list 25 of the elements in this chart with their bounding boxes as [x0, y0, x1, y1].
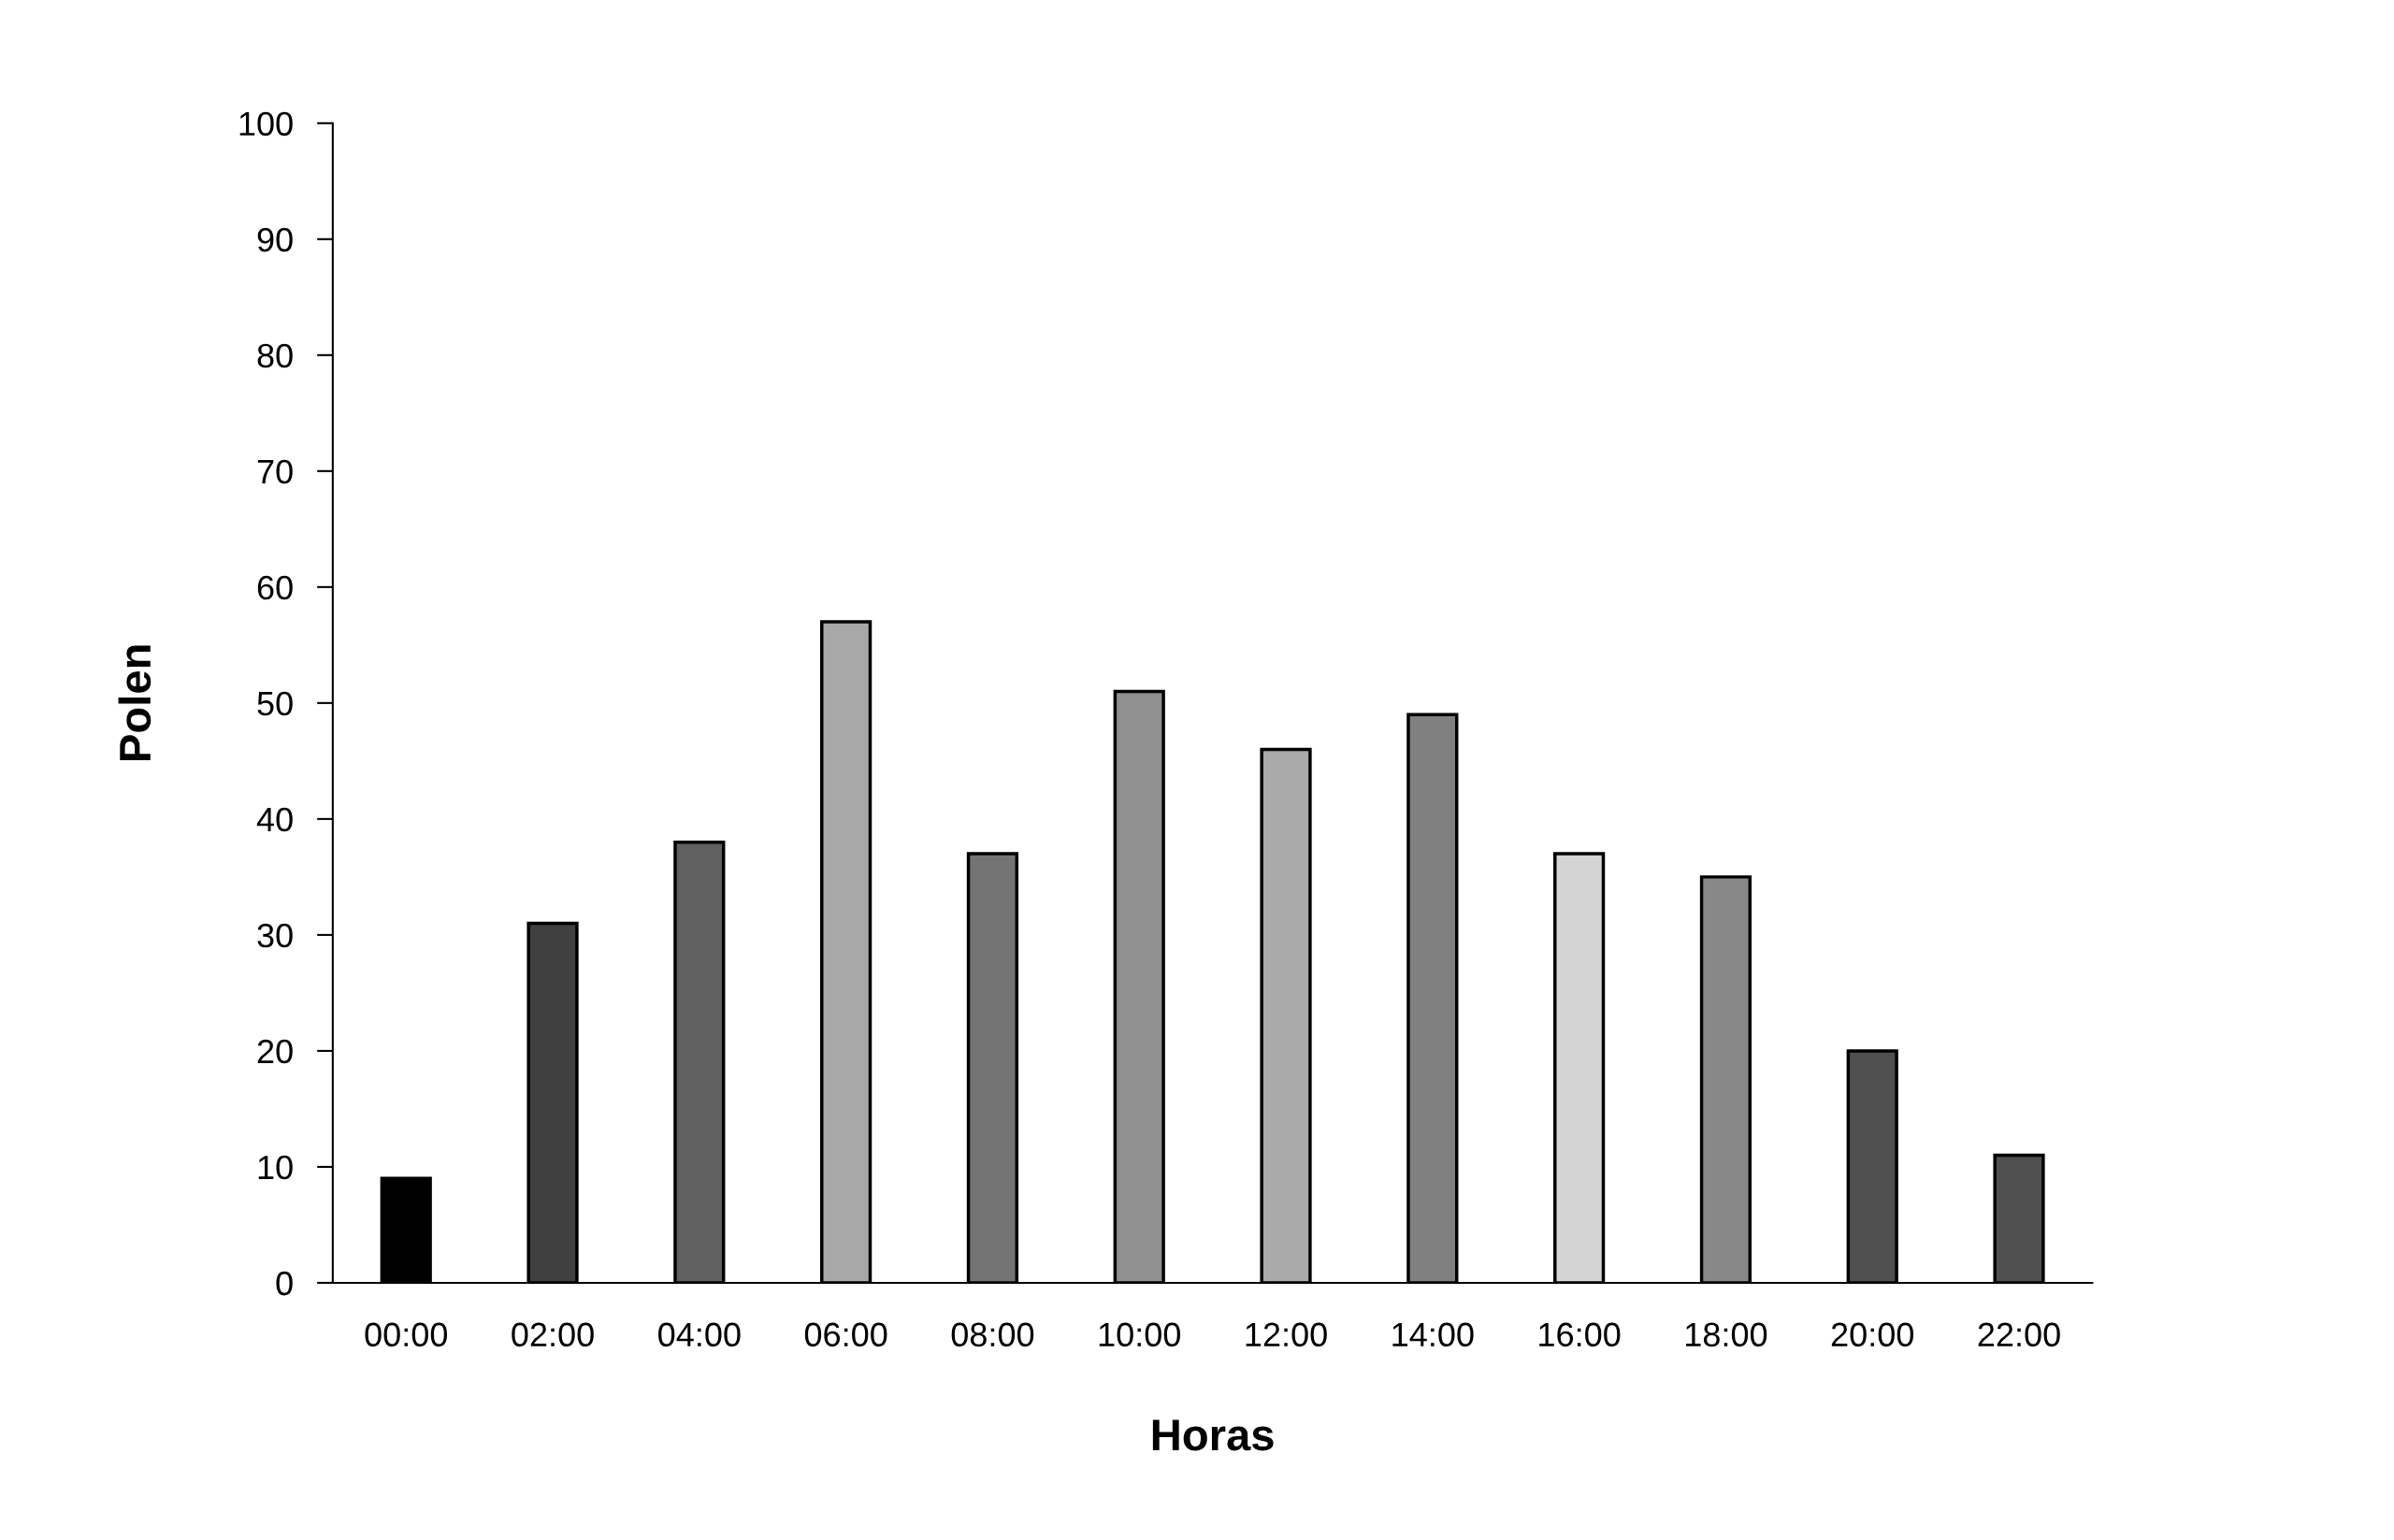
x-tick-label: 08:00	[951, 1322, 1034, 1347]
y-tick-label: 70	[257, 459, 293, 484]
x-tick-label: 20:00	[1831, 1322, 1914, 1347]
y-axis-title: Polen	[118, 645, 151, 760]
y-tick-label: 100	[239, 111, 293, 137]
x-tick-label: 04:00	[658, 1322, 741, 1347]
x-tick-label: 12:00	[1246, 1322, 1327, 1347]
x-tick-label: 06:00	[804, 1322, 887, 1347]
y-tick-label: 20	[257, 1039, 293, 1064]
y-tick-label: 90	[257, 227, 293, 252]
y-tick-label: 50	[257, 691, 293, 716]
x-tick-label: 22:00	[1978, 1322, 2060, 1347]
y-tick-label: 0	[276, 1271, 293, 1296]
y-tick-label: 30	[257, 923, 293, 948]
x-tick-label: 14:00	[1392, 1322, 1474, 1347]
x-tick-label: 02:00	[512, 1322, 594, 1347]
x-tick-label: 18:00	[1686, 1322, 1767, 1347]
x-axis-title: Horas	[1152, 1419, 1274, 1451]
x-tick-label: 10:00	[1099, 1322, 1181, 1347]
y-tick-label: 80	[257, 343, 293, 368]
x-tick-label: 00:00	[365, 1322, 448, 1347]
y-tick-label: 10	[258, 1155, 293, 1180]
y-tick-label: 40	[256, 807, 293, 832]
x-tick-label: 16:00	[1539, 1322, 1621, 1347]
y-tick-label: 60	[257, 575, 293, 600]
